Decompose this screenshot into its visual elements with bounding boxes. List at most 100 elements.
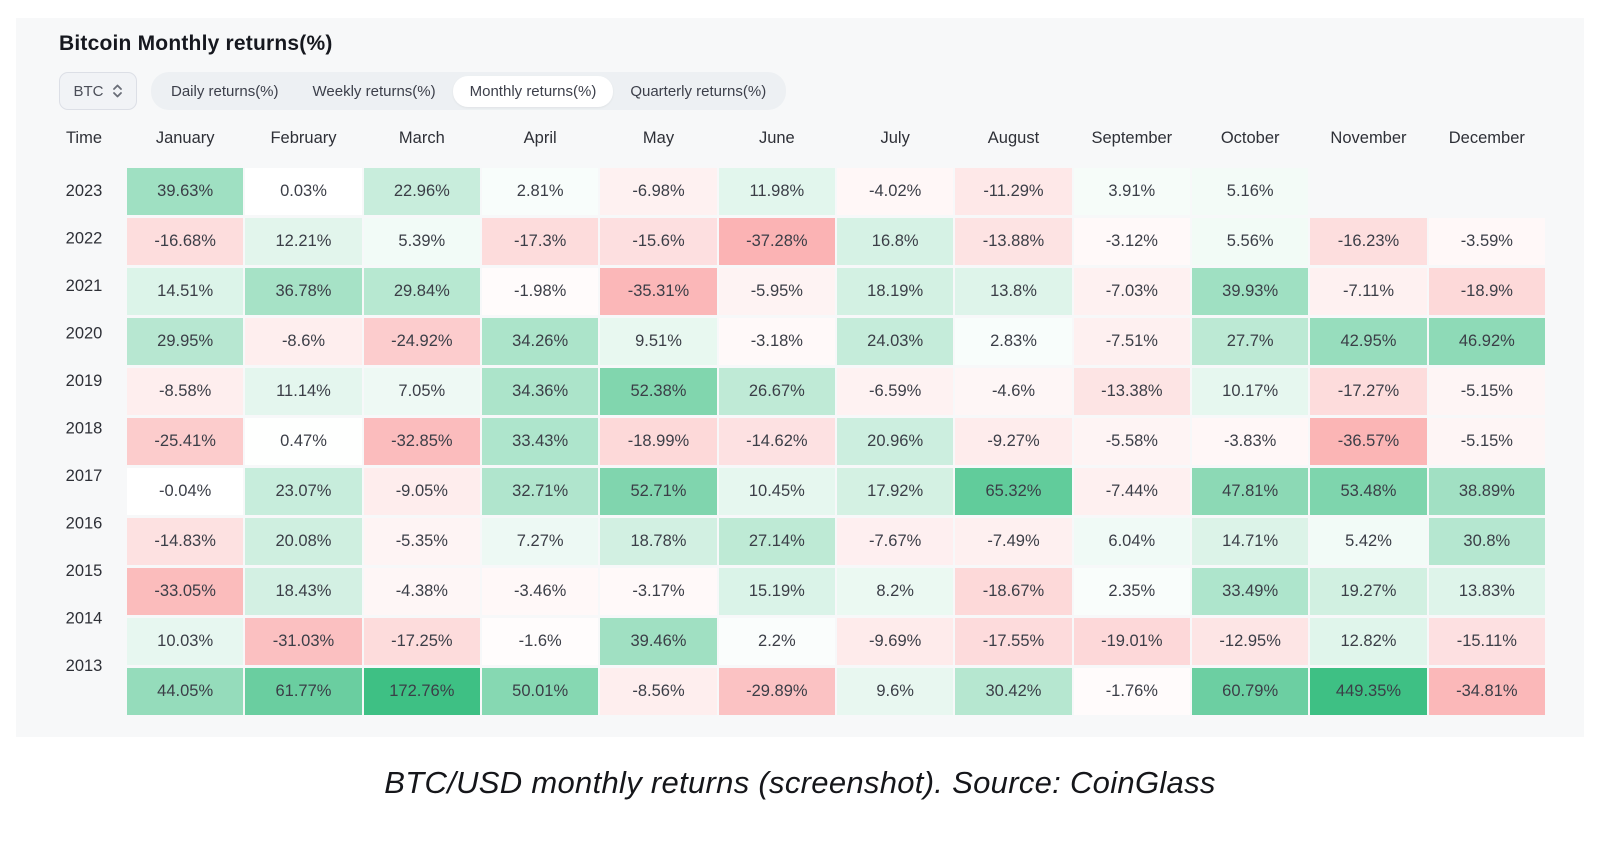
return-cell: 26.67% xyxy=(718,368,835,415)
return-cell: 60.79% xyxy=(1192,668,1309,715)
return-cell: -34.81% xyxy=(1428,668,1545,715)
return-cell: 449.35% xyxy=(1310,668,1427,715)
return-cell: 39.63% xyxy=(127,168,244,215)
return-cell: 20.96% xyxy=(837,418,954,465)
return-cell: 29.84% xyxy=(363,268,480,315)
return-cell: 11.98% xyxy=(718,168,835,215)
symbol-select[interactable]: BTC xyxy=(59,72,137,110)
return-cell: -5.95% xyxy=(718,268,835,315)
return-cell: -14.62% xyxy=(718,418,835,465)
return-cell: 2.81% xyxy=(482,168,599,215)
return-cell: 44.05% xyxy=(127,668,244,715)
return-cell: 27.14% xyxy=(718,518,835,565)
return-cell: 22.96% xyxy=(363,168,480,215)
column-header: June xyxy=(758,128,795,147)
return-cell: -18.99% xyxy=(600,418,717,465)
return-cell: 11.14% xyxy=(245,368,362,415)
return-cell: -9.27% xyxy=(955,418,1072,465)
return-cell: -5.35% xyxy=(363,518,480,565)
return-cell: 36.78% xyxy=(245,268,362,315)
return-cell: 2.2% xyxy=(718,618,835,665)
column-header: May xyxy=(642,128,675,147)
return-cell: 29.95% xyxy=(127,318,244,365)
return-cell: -1.6% xyxy=(482,618,599,665)
return-cell: -29.89% xyxy=(718,668,835,715)
return-cell: -17.25% xyxy=(363,618,480,665)
return-cell: -5.15% xyxy=(1428,368,1545,415)
tab-quarterly-returns[interactable]: Quarterly returns(%) xyxy=(630,82,767,100)
tab-daily-returns[interactable]: Daily returns(%) xyxy=(171,82,279,100)
return-cell: 2.35% xyxy=(1073,568,1190,615)
return-cell: -4.38% xyxy=(363,568,480,615)
return-cell: 19.27% xyxy=(1310,568,1427,615)
return-cell: -7.44% xyxy=(1073,468,1190,515)
return-cell: 2.83% xyxy=(955,318,1072,365)
return-cell: -12.95% xyxy=(1192,618,1309,665)
return-cell: 10.45% xyxy=(718,468,835,515)
column-header: February xyxy=(270,128,337,147)
return-cell: -14.83% xyxy=(127,518,244,565)
return-cell: 33.49% xyxy=(1192,568,1309,615)
return-cell: 42.95% xyxy=(1310,318,1427,365)
return-cell: 18.19% xyxy=(837,268,954,315)
return-cell: 52.38% xyxy=(600,368,717,415)
row-year: 2017 xyxy=(65,467,103,485)
return-cell: -4.6% xyxy=(955,368,1072,415)
return-cell: -1.76% xyxy=(1073,668,1190,715)
return-cell: -25.41% xyxy=(127,418,244,465)
return-cell: 32.71% xyxy=(482,468,599,515)
return-cell: -17.55% xyxy=(955,618,1072,665)
return-cell: -7.49% xyxy=(955,518,1072,565)
return-cell: -3.83% xyxy=(1192,418,1309,465)
return-cell: -9.69% xyxy=(837,618,954,665)
return-cell: -5.58% xyxy=(1073,418,1190,465)
return-cell: -6.98% xyxy=(600,168,717,215)
return-cell: 13.83% xyxy=(1428,568,1545,615)
return-cell: -18.9% xyxy=(1428,268,1545,315)
return-cell: 53.48% xyxy=(1310,468,1427,515)
column-header: July xyxy=(880,128,910,147)
tab-monthly-returns[interactable]: Monthly returns(%) xyxy=(452,75,614,107)
return-cell: -17.27% xyxy=(1310,368,1427,415)
column-header: December xyxy=(1448,128,1525,147)
return-cell: -17.3% xyxy=(482,218,599,265)
return-cell: 5.16% xyxy=(1192,168,1309,215)
return-cell: 15.19% xyxy=(718,568,835,615)
row-year: 2013 xyxy=(65,657,103,675)
return-cell: 5.39% xyxy=(363,218,480,265)
return-cell: 24.03% xyxy=(837,318,954,365)
return-cell: 0.03% xyxy=(245,168,362,215)
return-cell: -37.28% xyxy=(718,218,835,265)
return-cell: 20.08% xyxy=(245,518,362,565)
return-cell: 14.51% xyxy=(127,268,244,315)
return-cell: -7.67% xyxy=(837,518,954,565)
row-year: 2015 xyxy=(65,562,103,580)
return-cell: -3.46% xyxy=(482,568,599,615)
return-cell: 5.42% xyxy=(1310,518,1427,565)
return-cell: -33.05% xyxy=(127,568,244,615)
return-cell: 10.17% xyxy=(1192,368,1309,415)
return-cell: -6.59% xyxy=(837,368,954,415)
return-cell: 6.04% xyxy=(1073,518,1190,565)
return-cell: -15.11% xyxy=(1428,618,1545,665)
return-cell: 34.36% xyxy=(482,368,599,415)
return-cell: 12.21% xyxy=(245,218,362,265)
return-cell: 61.77% xyxy=(245,668,362,715)
return-cell: 34.26% xyxy=(482,318,599,365)
return-cell: -18.67% xyxy=(955,568,1072,615)
return-cell: -13.38% xyxy=(1073,368,1190,415)
return-cell: -13.88% xyxy=(955,218,1072,265)
return-cell: -9.05% xyxy=(363,468,480,515)
return-cell: 33.43% xyxy=(482,418,599,465)
symbol-select-value: BTC xyxy=(73,82,104,100)
return-cell: 7.27% xyxy=(482,518,599,565)
row-year: 2021 xyxy=(65,277,103,295)
return-cell: 30.8% xyxy=(1428,518,1545,565)
return-cell: -3.18% xyxy=(718,318,835,365)
return-cell: 52.71% xyxy=(600,468,717,515)
return-cell: -5.15% xyxy=(1428,418,1545,465)
column-header: September xyxy=(1091,128,1173,147)
caption: BTC/USD monthly returns (screenshot). So… xyxy=(384,765,1216,800)
tab-weekly-returns[interactable]: Weekly returns(%) xyxy=(312,82,436,100)
